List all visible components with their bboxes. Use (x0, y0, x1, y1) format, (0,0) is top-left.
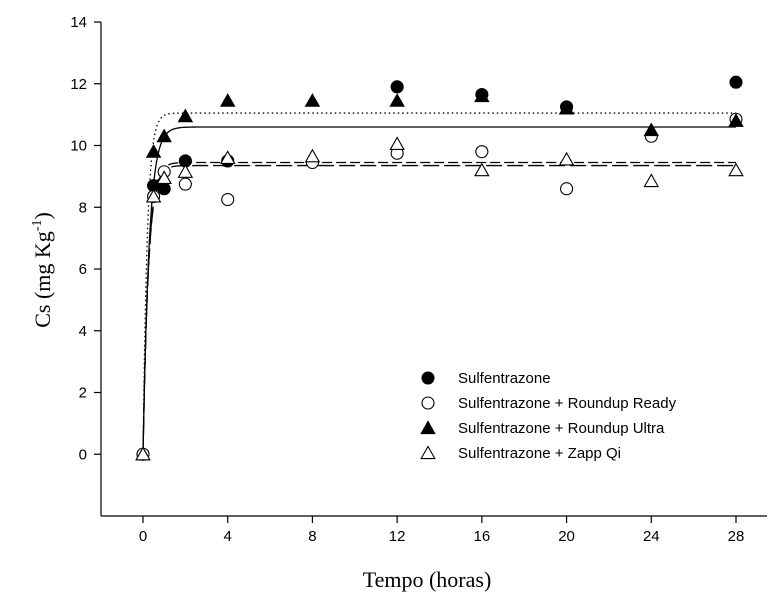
data-point (177, 108, 194, 123)
data-point (558, 151, 575, 166)
data-points (135, 75, 744, 461)
data-point (474, 162, 490, 177)
y-tick-label: 14 (70, 14, 87, 31)
legend-marker (421, 371, 435, 385)
data-point (145, 144, 162, 158)
data-point (474, 88, 490, 103)
y-tick-label: 8 (79, 199, 87, 216)
x-tick-label: 28 (728, 528, 745, 545)
fit-line (142, 161, 736, 455)
x-tick-label: 8 (308, 528, 316, 545)
data-point (221, 192, 235, 207)
fit-lines (142, 112, 736, 455)
fit-line (142, 112, 736, 455)
data-point (389, 136, 405, 151)
data-point (177, 164, 194, 178)
y-tick-label: 6 (79, 261, 87, 278)
data-point (728, 162, 744, 177)
y-axis-title: Cs (mg Kg-1) (30, 212, 55, 328)
data-point (145, 188, 162, 203)
legend: Sulfentrazone Sulfentrazone + Roundup Rea… (420, 370, 677, 462)
legend-marker (421, 396, 435, 410)
data-point (304, 148, 321, 163)
x-tick-label: 24 (643, 528, 660, 545)
data-point (156, 170, 172, 184)
data-point (643, 122, 660, 137)
x-tick-label: 16 (474, 528, 491, 545)
legend-label: Sulfentrazone (458, 370, 551, 387)
legend-marker (420, 445, 436, 460)
x-axis-title: Tempo (horas) (363, 567, 492, 592)
x-tick-label: 12 (389, 528, 406, 545)
legend-marker (420, 420, 436, 435)
data-point (219, 150, 236, 164)
data-point (390, 80, 404, 94)
data-point (728, 113, 744, 127)
data-point (135, 446, 151, 461)
data-point (178, 177, 192, 191)
y-axis-title-base: Cs (mg Kg (30, 231, 55, 328)
x-tick-label: 20 (558, 528, 575, 545)
data-point (475, 145, 489, 159)
y-tick-label: 4 (79, 323, 87, 340)
data-point (156, 128, 172, 143)
legend-label: Sulfentrazone + Roundup Ultra (458, 420, 665, 437)
fit-line (142, 164, 736, 455)
y-tick-label: 2 (79, 385, 87, 402)
data-point (558, 100, 575, 115)
data-point (643, 173, 660, 188)
y-axis-title-sup: -1 (30, 220, 45, 232)
y-tick-label: 10 (70, 138, 87, 155)
y-axis-title-close: ) (30, 212, 55, 219)
data-point (560, 182, 574, 196)
legend-label: Sulfentrazone + Zapp Qi (458, 445, 621, 462)
x-tick-label: 0 (139, 528, 147, 545)
y-tick-label: 0 (79, 446, 87, 463)
data-point (304, 93, 321, 107)
x-tick-label: 4 (224, 528, 232, 545)
y-tick-label: 12 (70, 76, 87, 93)
data-point (157, 182, 171, 196)
fit-line (142, 126, 736, 455)
data-point (219, 93, 236, 107)
data-point (729, 75, 743, 89)
legend-label: Sulfentrazone + Roundup Ready (458, 395, 677, 412)
data-point (389, 93, 405, 107)
